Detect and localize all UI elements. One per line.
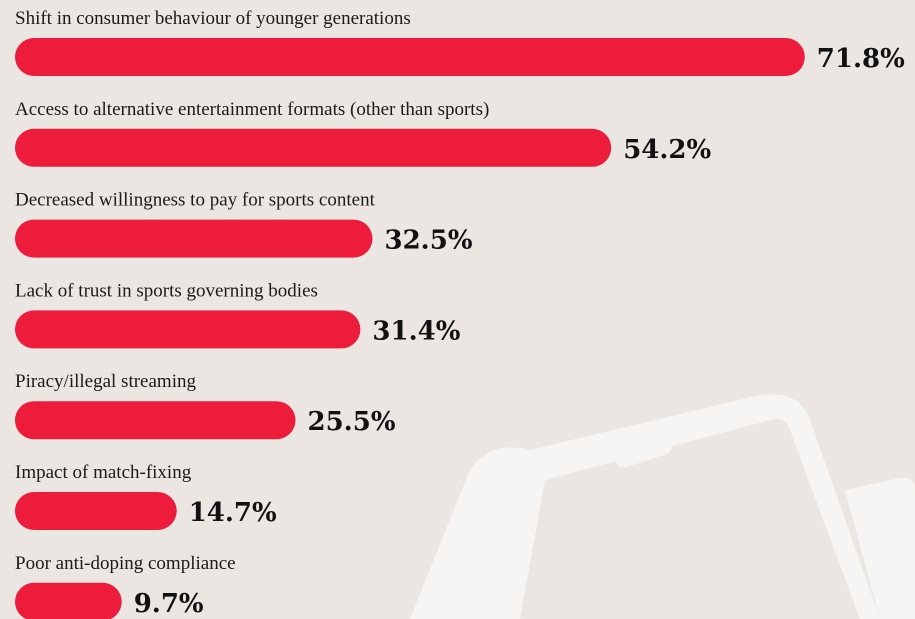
value-label: 9.7% — [134, 589, 204, 619]
value-label: 31.4% — [372, 316, 460, 346]
value-label: 71.8% — [817, 44, 905, 74]
category-label: Decreased willingness to pay for sports … — [15, 190, 376, 211]
value-label: 32.5% — [385, 226, 473, 256]
category-label: Lack of trust in sports governing bodies — [15, 280, 318, 301]
category-label: Impact of match-fixing — [15, 462, 192, 483]
bar — [15, 310, 361, 349]
bar — [15, 492, 177, 530]
value-label: 54.2% — [623, 135, 711, 165]
category-label: Piracy/illegal streaming — [15, 371, 196, 392]
bar — [15, 128, 612, 167]
bar — [15, 219, 373, 258]
category-label: Poor anti-doping compliance — [15, 553, 236, 574]
category-label: Shift in consumer behaviour of younger g… — [15, 8, 411, 29]
bar — [15, 38, 805, 76]
bar — [15, 401, 296, 440]
category-label: Access to alternative entertainment form… — [15, 99, 489, 120]
value-label: 14.7% — [189, 498, 277, 528]
bar — [15, 582, 122, 619]
value-label: 25.5% — [308, 407, 396, 437]
phone-icon — [410, 394, 915, 619]
